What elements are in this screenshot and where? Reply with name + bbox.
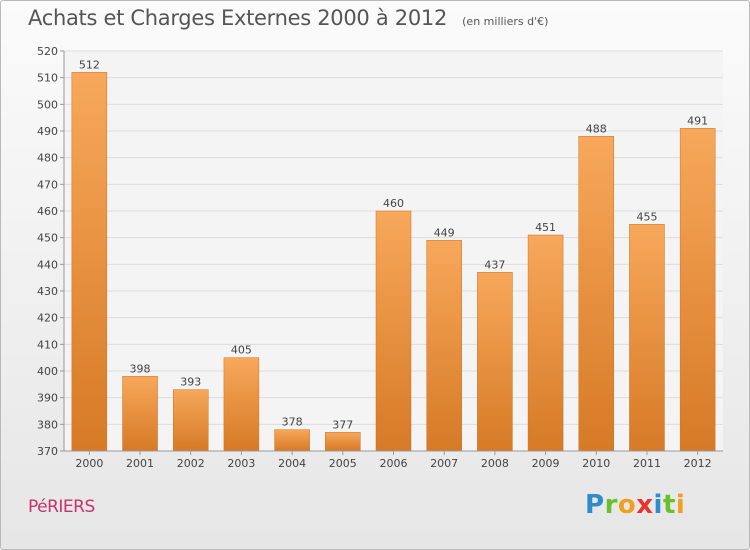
x-tick-label: 2004 xyxy=(278,457,306,470)
value-label: 460 xyxy=(383,197,404,210)
y-tick-label: 520 xyxy=(37,45,58,58)
y-tick-label: 460 xyxy=(37,205,58,218)
logo-letter: i xyxy=(653,490,663,520)
y-tick-label: 410 xyxy=(37,338,58,351)
y-tick-label: 380 xyxy=(37,418,58,431)
x-tick-label: 2009 xyxy=(532,457,560,470)
y-tick-label: 400 xyxy=(37,365,58,378)
bar xyxy=(71,72,108,452)
y-tick-label: 370 xyxy=(37,445,58,458)
logo-letter: o xyxy=(617,490,637,520)
value-label: 488 xyxy=(586,122,607,135)
bar xyxy=(172,389,209,452)
value-label: 398 xyxy=(130,362,151,375)
axes: 370 380 390 400 410 420 430 440 450 460 470 480 490 5… xyxy=(37,45,723,470)
x-tick-label: 2011 xyxy=(633,457,661,470)
x-tick-label: 2003 xyxy=(227,457,255,470)
x-tick-label: 2001 xyxy=(126,457,154,470)
logo-letter: x xyxy=(636,490,654,520)
x-tick-label: 2012 xyxy=(684,457,712,470)
bar xyxy=(629,224,665,452)
bar xyxy=(375,210,412,452)
x-tick-label: 2007 xyxy=(430,457,458,470)
bar xyxy=(578,136,615,452)
x-tick-label: 2005 xyxy=(329,457,357,470)
y-tick-label: 510 xyxy=(37,72,58,85)
value-label: 437 xyxy=(484,258,505,271)
value-label: 451 xyxy=(535,221,556,234)
logo-letter: r xyxy=(604,490,618,520)
value-label: 393 xyxy=(180,376,201,389)
chart-subtitle: (en milliers d'€) xyxy=(462,15,549,28)
y-tick-label: 440 xyxy=(37,258,58,271)
value-label: 449 xyxy=(434,226,455,239)
bar xyxy=(122,376,158,452)
y-tick-label: 490 xyxy=(37,125,58,138)
value-label: 377 xyxy=(332,418,353,431)
logo-letter: i xyxy=(675,490,686,520)
y-tick-label: 430 xyxy=(37,285,58,298)
bar xyxy=(274,429,310,452)
y-tick-label: 390 xyxy=(37,392,58,405)
logo-letter: P xyxy=(585,490,605,520)
bar xyxy=(477,272,513,452)
y-tick-label: 470 xyxy=(37,178,58,191)
bar xyxy=(325,432,361,452)
title-row: Achats et Charges Externes 2000 à 2012 (… xyxy=(28,6,548,30)
value-label: 378 xyxy=(282,416,303,429)
x-tick-label: 2010 xyxy=(582,457,610,470)
x-tick-label: 2006 xyxy=(380,457,408,470)
x-tick-label: 2008 xyxy=(481,457,509,470)
y-tick-label: 480 xyxy=(37,152,58,165)
x-tick-label: 2002 xyxy=(177,457,205,470)
bar xyxy=(679,128,716,452)
logo-letter: t xyxy=(662,490,676,520)
town-name: PéRIERS xyxy=(28,497,95,517)
bar xyxy=(527,234,564,452)
y-tick-label: 420 xyxy=(37,312,58,325)
chart-title: Achats et Charges Externes 2000 à 2012 xyxy=(28,6,448,30)
value-label: 491 xyxy=(687,114,708,127)
bar xyxy=(223,357,260,452)
value-label: 455 xyxy=(636,210,657,223)
value-label: 512 xyxy=(79,58,100,71)
value-label: 405 xyxy=(231,344,252,357)
bar xyxy=(426,240,462,452)
proxiti-logo: Proxiti xyxy=(585,490,685,520)
y-tick-label: 500 xyxy=(37,98,58,111)
bars: 512 398 393 405 378 377 460 449 437 451 488 455 491 xyxy=(71,58,716,452)
y-tick-label: 450 xyxy=(37,232,58,245)
x-tick-label: 2000 xyxy=(75,457,103,470)
